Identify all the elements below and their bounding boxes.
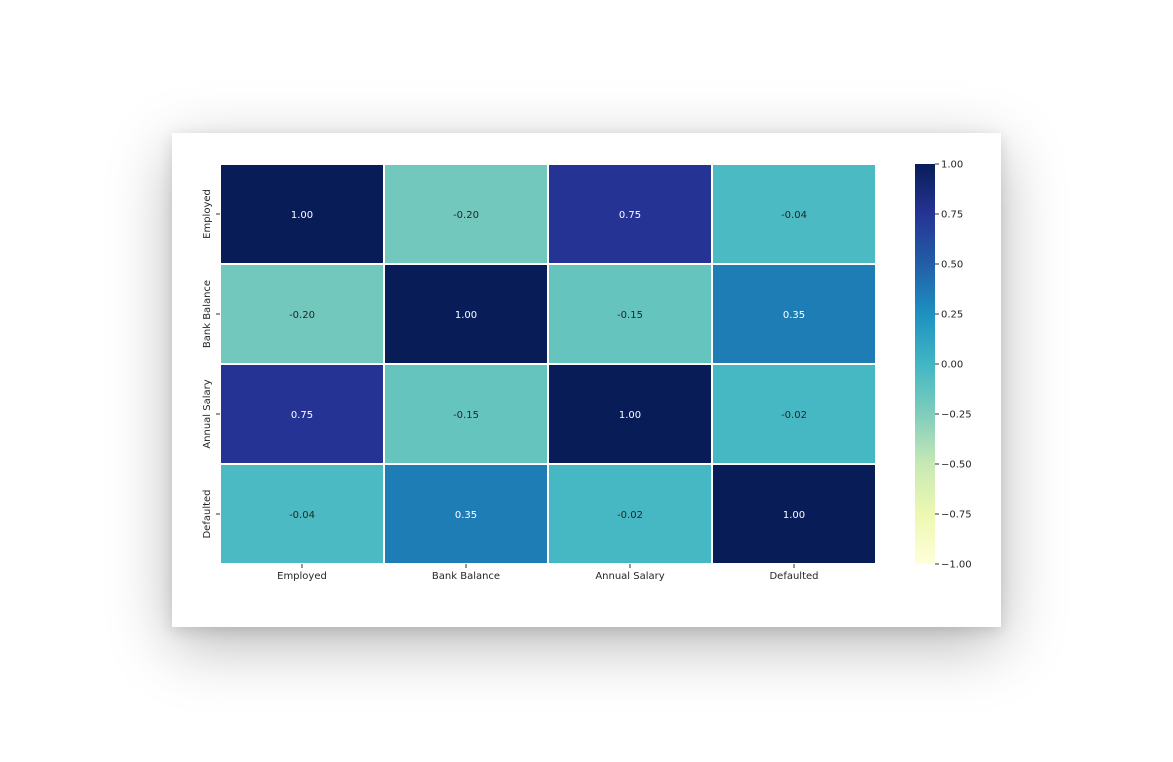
heatmap-cell-r2-c1 — [383, 363, 549, 465]
heatmap-cell-r3-c1 — [383, 463, 549, 565]
y-tick-label-1: Bank Balance — [202, 280, 213, 348]
colorbar-tick-label-2: 0.50 — [941, 260, 963, 271]
heatmap-cell-r0-c0 — [219, 163, 385, 265]
cell-annotation-r3-c0: -0.04 — [289, 510, 315, 521]
cell-annotation-r3-c3: 1.00 — [783, 510, 805, 521]
heatmap-cell-r3-c3 — [711, 463, 877, 565]
heatmap-cell-r0-c1 — [383, 163, 549, 265]
cell-annotation-r1-c1: 1.00 — [455, 310, 477, 321]
heatmap-cell-r1-c1 — [383, 263, 549, 365]
y-tick-label-3: Defaulted — [202, 489, 213, 538]
cell-annotation-r2-c2: 1.00 — [619, 410, 641, 421]
x-tick-label-2: Annual Salary — [595, 571, 664, 582]
cell-annotation-r2-c0: 0.75 — [291, 410, 313, 421]
colorbar-tick-label-5: −0.25 — [941, 410, 972, 421]
colorbar-tick-label-6: −0.50 — [941, 460, 972, 471]
figure-card: 1.00 -0.20 0.75 -0.04 -0.20 1.00 -0.15 0.35 0.75… — [172, 133, 1001, 627]
colorbar — [915, 164, 935, 564]
cell-annotation-r0-c3: -0.04 — [781, 210, 807, 221]
colorbar-tick-label-4: 0.00 — [941, 360, 963, 371]
cell-annotation-r2-c1: -0.15 — [453, 410, 479, 421]
cell-annotation-r3-c2: -0.02 — [617, 510, 643, 521]
cell-annotation-r1-c0: -0.20 — [289, 310, 315, 321]
heatmap-cell-r2-c3 — [711, 363, 877, 465]
colorbar-tick-label-0: 1.00 — [941, 160, 963, 171]
colorbar-tick-label-8: −1.00 — [941, 560, 972, 571]
colorbar-tick-label-3: 0.25 — [941, 310, 963, 321]
cell-annotation-r1-c2: -0.15 — [617, 310, 643, 321]
x-tick-label-1: Bank Balance — [432, 571, 500, 582]
x-tick-label-3: Defaulted — [769, 571, 818, 582]
heatmap-chart: 1.00 -0.20 0.75 -0.04 -0.20 1.00 -0.15 0.35 0.75… — [202, 160, 972, 583]
cell-annotation-r2-c3: -0.02 — [781, 410, 807, 421]
y-tick-label-0: Employed — [202, 189, 213, 239]
cell-annotation-r0-c1: -0.20 — [453, 210, 479, 221]
cell-annotation-r0-c2: 0.75 — [619, 210, 641, 221]
cell-annotation-r0-c0: 1.00 — [291, 210, 313, 221]
colorbar-tick-label-1: 0.75 — [941, 210, 963, 221]
x-tick-label-0: Employed — [277, 571, 327, 582]
colorbar-tick-label-7: −0.75 — [941, 510, 972, 521]
heatmap-cell-r1-c3 — [711, 263, 877, 365]
heatmap-cell-r0-c2 — [547, 163, 713, 265]
cell-annotation-r3-c1: 0.35 — [455, 510, 477, 521]
heatmap-cell-r0-c3 — [711, 163, 877, 265]
y-tick-label-2: Annual Salary — [202, 379, 213, 448]
cell-annotation-r1-c3: 0.35 — [783, 310, 805, 321]
